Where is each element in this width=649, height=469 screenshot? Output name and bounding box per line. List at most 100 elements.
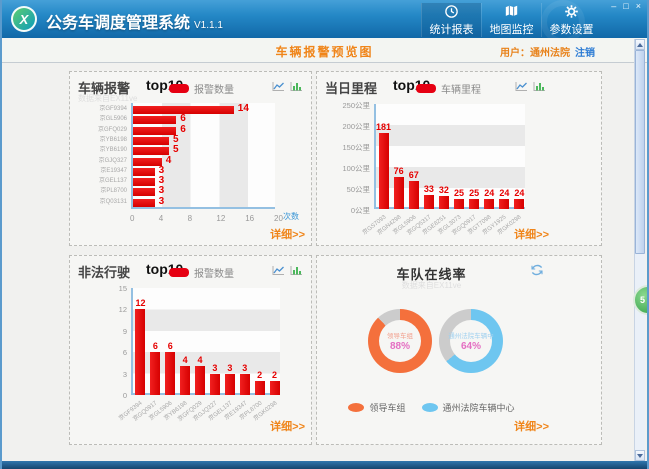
legend-label: 报警数量: [194, 269, 234, 280]
user-name: 通州法院: [530, 48, 570, 59]
subheader: 车辆报警预览图 用户：通州法院 注销: [2, 38, 647, 63]
x-tick-label: 20: [274, 214, 283, 223]
donut-center-percent: 64%: [460, 341, 481, 352]
bar-value: 6: [152, 341, 158, 352]
bar: [133, 147, 169, 156]
gear-icon: [564, 4, 579, 19]
refresh-icon[interactable]: [530, 263, 544, 282]
legend-label: 领导车组: [369, 403, 406, 413]
donut-center-name: 领导车组: [387, 333, 413, 340]
logo-letter: X: [19, 11, 29, 27]
clock-icon: [444, 4, 459, 19]
line-chart-icon[interactable]: [272, 79, 285, 97]
y-tick-label: 12: [118, 305, 127, 315]
detail-link[interactable]: 详细>>: [270, 229, 305, 241]
triangle-up-icon: [637, 42, 643, 47]
bar-chart-icon[interactable]: [290, 79, 303, 97]
nav-settings[interactable]: 参数设置: [541, 3, 601, 37]
user-info: 用户：通州法院 注销: [500, 44, 595, 59]
bar-value: 3: [227, 362, 233, 373]
bar-value: 32: [438, 184, 449, 195]
panel-vehicle-alarm: 车辆报警 top10 报警数量 数据来自EX11ve 京GF9394 14 京GL5…: [69, 71, 312, 246]
alarm-chart-plot: 京GF9394 14 京GL5906 6 京GFQ029 6 京YB6198 5 京YB6190…: [98, 103, 299, 223]
logout-link[interactable]: 注销: [575, 48, 595, 59]
bar-value: 24: [499, 187, 510, 198]
bar: [239, 373, 250, 395]
app-title-text: 公务车调度管理系统: [46, 15, 191, 32]
scrollbar-thumb[interactable]: [635, 50, 645, 254]
bar: [514, 198, 525, 209]
detail-link[interactable]: 详细>>: [514, 421, 549, 433]
legend-item: 通州法院车辆中心: [421, 401, 515, 414]
floating-badge-label: 5: [640, 295, 646, 305]
chart-type-switch: [515, 79, 546, 97]
bar-value: 2: [257, 369, 263, 380]
x-axis-unit: 次数: [283, 212, 299, 221]
legend-label: 通州法院车辆中心: [442, 403, 515, 413]
bar: [499, 198, 510, 209]
y-tick-label: 9: [122, 326, 127, 336]
line-chart-icon[interactable]: [515, 79, 528, 97]
bar-value: 25: [469, 187, 480, 198]
chart-type-switch: [272, 79, 303, 97]
bar-value: 14: [237, 103, 249, 114]
bar: [393, 177, 404, 209]
category-label: 京GEL137: [98, 178, 127, 185]
bar-value: 5: [173, 133, 179, 145]
nav-statistics-report[interactable]: 统计报表: [421, 3, 481, 37]
legend-label: 车辆里程: [441, 85, 481, 96]
detail-link[interactable]: 详细>>: [270, 421, 305, 433]
bar: [423, 195, 434, 209]
chart-legend: 车辆里程: [416, 81, 481, 96]
scroll-down-button[interactable]: [635, 450, 645, 461]
vertical-scrollbar[interactable]: [634, 39, 645, 461]
bar-value: 3: [158, 195, 165, 207]
detail-link[interactable]: 详细>>: [514, 229, 549, 241]
bar-value: 3: [242, 362, 248, 373]
panel-title: 车队在线率: [396, 267, 467, 282]
y-tick-label: 50公里: [346, 185, 370, 194]
line-chart-icon[interactable]: [272, 263, 285, 281]
scroll-up-button[interactable]: [635, 39, 645, 50]
bar-value: 3: [158, 185, 165, 197]
app-title: 公务车调度管理系统 V1.1.1: [46, 9, 223, 33]
category-label: 京GF9394: [99, 106, 127, 112]
bar: [438, 195, 449, 209]
data-source-note: 数据来自EX11ve: [78, 94, 138, 103]
bar: [408, 180, 419, 209]
bar-value: 3: [212, 362, 218, 373]
x-tick-label: 8: [187, 214, 193, 223]
category-label: 京E19347: [100, 167, 127, 174]
donut-chart-court-center: 通州法院车辆中 64%: [439, 309, 503, 373]
bar: [254, 380, 265, 395]
page-title: 车辆报警预览图: [275, 45, 374, 59]
nav-label: 统计报表: [429, 23, 474, 36]
category-label: 京YB6198: [99, 136, 127, 143]
x-tick-label: 0: [130, 214, 135, 223]
bar: [484, 198, 495, 209]
y-tick-label: 6: [122, 348, 127, 358]
donut-center: 通州法院车辆中 64%: [448, 320, 494, 362]
y-tick-label: 250公里: [342, 101, 370, 110]
minimize-button[interactable]: –: [611, 1, 617, 11]
category-label: 京GJQ327: [98, 157, 127, 164]
legend-item: 领导车组: [348, 401, 406, 414]
maximize-button[interactable]: □: [623, 1, 629, 11]
panel-title: 车辆报警: [78, 81, 131, 96]
legend-swatch: [421, 403, 438, 412]
bar-value: 3: [158, 175, 165, 187]
bar-value: 3: [158, 164, 165, 176]
bar: [133, 188, 155, 197]
nav-label: 地图监控: [489, 23, 534, 36]
donut-center-percent: 88%: [389, 341, 410, 352]
bar: [133, 167, 155, 176]
bar: [133, 136, 169, 145]
bar-chart-icon[interactable]: [533, 79, 546, 97]
nav-map-monitor[interactable]: 地图监控: [481, 3, 541, 37]
bar-chart-icon[interactable]: [290, 263, 303, 281]
bar-value: 6: [167, 341, 173, 352]
close-button[interactable]: ×: [635, 1, 641, 11]
mileage-chart-plot: 181 京GS7093 76 京GN4298 67 京GL5906 33 京GQ5317 32 京…: [342, 101, 525, 237]
x-tick-label: 12: [216, 214, 226, 223]
